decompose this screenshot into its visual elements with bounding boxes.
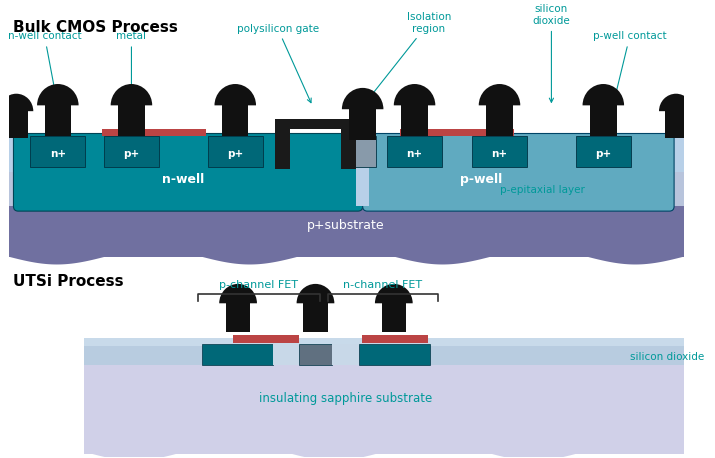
Wedge shape	[297, 284, 335, 303]
Bar	[44, 105, 71, 136]
Wedge shape	[479, 84, 521, 105]
Text: p+: p+	[227, 149, 243, 159]
Wedge shape	[0, 94, 34, 111]
Text: p+: p+	[123, 149, 139, 159]
Text: insulating sapphire substrate: insulating sapphire substrate	[259, 392, 433, 405]
Bar	[359, 344, 430, 365]
Bar	[84, 361, 684, 454]
PathPatch shape	[84, 361, 684, 458]
Bar	[341, 119, 356, 169]
Bar	[9, 165, 684, 206]
Bar	[273, 344, 300, 365]
Bar	[356, 138, 369, 206]
FancyBboxPatch shape	[350, 136, 376, 168]
Text: n+: n+	[491, 149, 508, 159]
Bar	[665, 111, 687, 138]
FancyBboxPatch shape	[472, 136, 527, 168]
Text: Isolation
region: Isolation region	[365, 12, 451, 103]
FancyBboxPatch shape	[14, 133, 363, 211]
Bar	[118, 105, 144, 136]
FancyBboxPatch shape	[576, 136, 631, 168]
Text: polysilicon gate: polysilicon gate	[237, 23, 319, 103]
Bar	[84, 338, 684, 346]
Bar	[9, 138, 684, 172]
Text: UTSi Process: UTSi Process	[14, 274, 124, 289]
Wedge shape	[111, 84, 152, 105]
FancyBboxPatch shape	[388, 136, 442, 168]
Text: n+: n+	[50, 149, 66, 159]
Bar	[382, 303, 406, 333]
Text: n+: n+	[407, 149, 423, 159]
Text: Bulk CMOS Process: Bulk CMOS Process	[14, 20, 178, 35]
Bar	[226, 303, 250, 333]
Bar	[84, 344, 684, 365]
Bar	[9, 202, 684, 257]
Bar	[303, 303, 327, 333]
FancyBboxPatch shape	[31, 136, 85, 168]
Wedge shape	[583, 84, 624, 105]
Text: n-well: n-well	[162, 173, 204, 185]
FancyBboxPatch shape	[363, 133, 674, 211]
Bar	[590, 105, 616, 136]
Bar	[401, 105, 428, 136]
PathPatch shape	[9, 202, 684, 264]
Text: p+: p+	[595, 149, 611, 159]
Text: silicon
dioxide: silicon dioxide	[533, 4, 571, 102]
Wedge shape	[659, 94, 693, 111]
Bar	[332, 344, 359, 365]
Bar	[350, 109, 376, 140]
Bar	[400, 129, 513, 136]
Bar	[5, 111, 28, 138]
Wedge shape	[214, 84, 256, 105]
Bar	[275, 119, 356, 129]
Text: p+substrate: p+substrate	[307, 219, 385, 232]
Wedge shape	[342, 88, 383, 109]
Bar	[102, 129, 206, 136]
Wedge shape	[220, 284, 257, 303]
Wedge shape	[37, 84, 79, 105]
Bar	[202, 344, 273, 365]
Bar	[275, 119, 290, 169]
Text: silicon dioxide: silicon dioxide	[630, 352, 704, 362]
FancyBboxPatch shape	[104, 136, 159, 168]
Bar	[486, 105, 513, 136]
Text: p-epitaxial layer: p-epitaxial layer	[500, 185, 584, 195]
Text: n-channel FET: n-channel FET	[343, 280, 422, 290]
Text: metal: metal	[117, 31, 147, 102]
FancyBboxPatch shape	[208, 136, 262, 168]
Text: n-well contact: n-well contact	[8, 31, 82, 103]
Bar	[362, 335, 428, 343]
Text: p-well: p-well	[460, 173, 502, 185]
Bar	[233, 335, 300, 343]
Text: p-channel FET: p-channel FET	[220, 280, 298, 290]
Bar	[300, 344, 332, 365]
Wedge shape	[394, 84, 435, 105]
Wedge shape	[375, 284, 413, 303]
Text: p-well contact: p-well contact	[593, 31, 666, 103]
Bar	[222, 105, 249, 136]
